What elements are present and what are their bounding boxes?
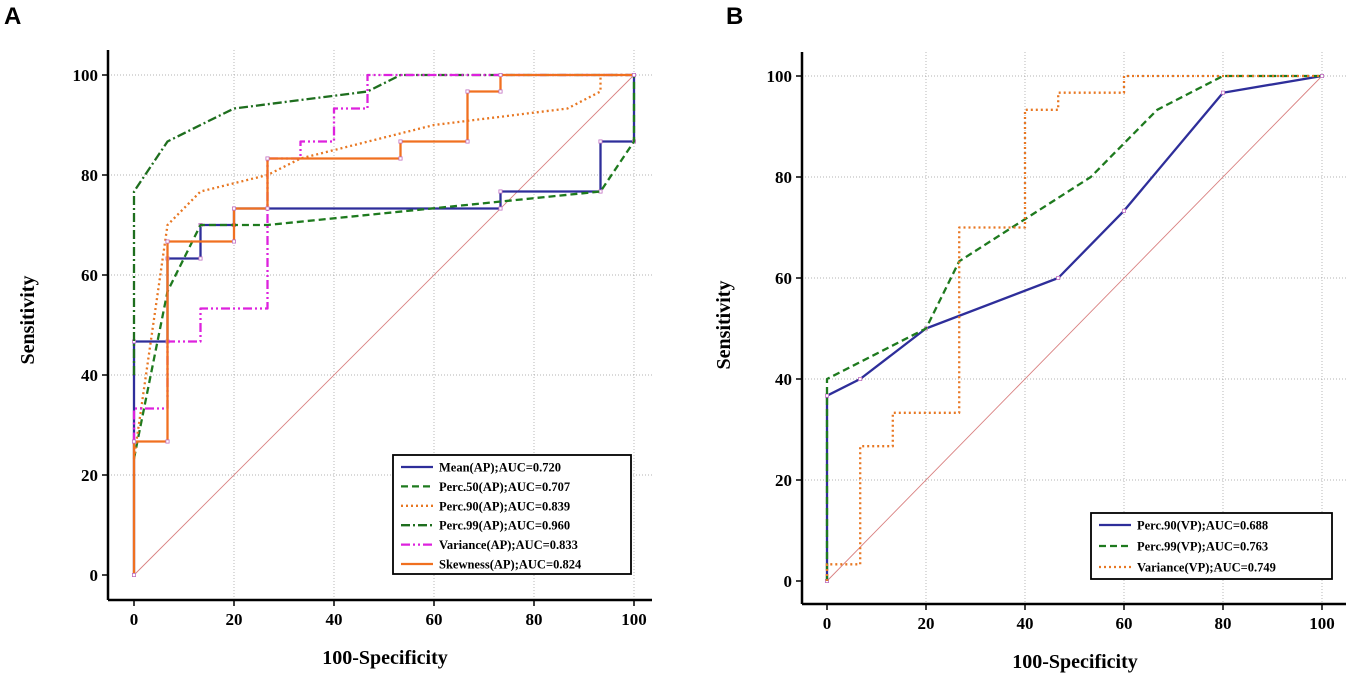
reference-diagonal-line xyxy=(133,74,635,576)
legend-box xyxy=(392,454,632,575)
series-line-4 xyxy=(132,73,634,375)
series-marker xyxy=(498,73,503,78)
x-tick-label: 80 xyxy=(526,610,543,629)
series-marker xyxy=(825,393,830,398)
legend-entry: Perc.99(VP);AUC=0.763 xyxy=(1137,540,1268,554)
series-marker xyxy=(231,239,236,244)
y-tick-label: 80 xyxy=(81,166,98,185)
y-tick-label: 0 xyxy=(90,566,99,585)
series-marker xyxy=(198,256,203,261)
series-marker xyxy=(265,206,270,211)
y-tick-label: 100 xyxy=(767,67,793,86)
chart-panel-b: B 0 20 40 60 80 100 0 20 40 60 80 100 100-Specificity… xyxy=(713,3,1346,673)
y-tick-label: 60 xyxy=(81,266,98,285)
x-tick-label: 20 xyxy=(918,614,935,633)
legend-entry: Skewness(AP);AUC=0.824 xyxy=(439,558,582,572)
series-marker xyxy=(465,139,470,144)
series-marker xyxy=(498,206,503,211)
x-axis-title: 100-Specificity xyxy=(322,647,448,669)
x-tick-label: 40 xyxy=(1017,614,1034,633)
series-line-5 xyxy=(132,73,634,442)
series-marker xyxy=(632,73,637,78)
series-marker xyxy=(1320,74,1325,79)
series-marker xyxy=(165,439,170,444)
x-tick-label: 100 xyxy=(1309,614,1335,633)
legend-entry: Mean(AP);AUC=0.720 xyxy=(439,461,561,475)
series-line-2 xyxy=(132,75,636,459)
series-line-2 xyxy=(825,74,1322,581)
y-tick-label: 40 xyxy=(81,366,98,385)
series-marker xyxy=(398,139,403,144)
x-axis-title: 100-Specificity xyxy=(1012,651,1138,673)
x-tick-label: 60 xyxy=(426,610,443,629)
series-marker xyxy=(398,156,403,161)
y-tick-label: 60 xyxy=(775,269,792,288)
series-line-3 xyxy=(132,73,634,459)
legend-entry: Variance(VP);AUC=0.749 xyxy=(1137,561,1276,575)
series-marker xyxy=(498,89,503,94)
legend-entry: Perc.90(VP);AUC=0.688 xyxy=(1137,519,1268,533)
series-marker xyxy=(858,376,863,381)
x-tick-label: 40 xyxy=(326,610,343,629)
series-marker xyxy=(1221,90,1226,95)
legend-entry: Perc.50(AP);AUC=0.707 xyxy=(439,480,570,494)
y-tick-label: 80 xyxy=(775,168,792,187)
y-tick-label: 0 xyxy=(784,572,793,591)
y-tick-label: 20 xyxy=(775,471,792,490)
x-tick-label: 60 xyxy=(1116,614,1133,633)
series-marker xyxy=(131,573,136,578)
series-marker xyxy=(265,156,270,161)
legend-box xyxy=(1090,512,1333,580)
series-marker xyxy=(231,206,236,211)
reference-diagonal-line xyxy=(826,75,1323,582)
y-axis-title: Sensitivity xyxy=(17,276,39,365)
series-marker xyxy=(598,139,603,144)
y-axis-title: Sensitivity xyxy=(713,281,735,370)
series-marker xyxy=(598,189,603,194)
y-tick-label: 20 xyxy=(81,466,98,485)
x-tick-label: 100 xyxy=(621,610,647,629)
x-tick-label: 80 xyxy=(1215,614,1232,633)
y-tick-label: 100 xyxy=(73,66,99,85)
chart-panel-a: A 0 20 40 60 80 100 0 20 40 60 80 100 100-Specificity… xyxy=(4,3,652,669)
series-marker xyxy=(165,239,170,244)
x-tick-label: 20 xyxy=(226,610,243,629)
series-marker xyxy=(131,439,136,444)
legend-entry: Variance(AP);AUC=0.833 xyxy=(439,538,578,552)
x-tick-label: 0 xyxy=(823,614,832,633)
series-marker xyxy=(498,189,503,194)
series-marker xyxy=(465,89,470,94)
series-line-3 xyxy=(825,74,1322,581)
y-tick-label: 40 xyxy=(775,370,792,389)
legend-entry: Perc.90(AP);AUC=0.839 xyxy=(439,499,570,513)
x-tick-label: 0 xyxy=(130,610,139,629)
series-line-1 xyxy=(825,74,1323,581)
panel-label: A xyxy=(4,3,21,30)
series-marker xyxy=(1122,208,1127,213)
legend: Mean(AP);AUC=0.720 Perc.50(AP);AUC=0.707 P… xyxy=(392,454,632,575)
legend: Perc.90(VP);AUC=0.688 Perc.99(VP);AUC=0.7… xyxy=(1090,512,1333,580)
legend-entry: Perc.99(AP);AUC=0.960 xyxy=(439,519,570,533)
panel-label: B xyxy=(726,3,743,30)
series-marker xyxy=(1056,275,1061,280)
